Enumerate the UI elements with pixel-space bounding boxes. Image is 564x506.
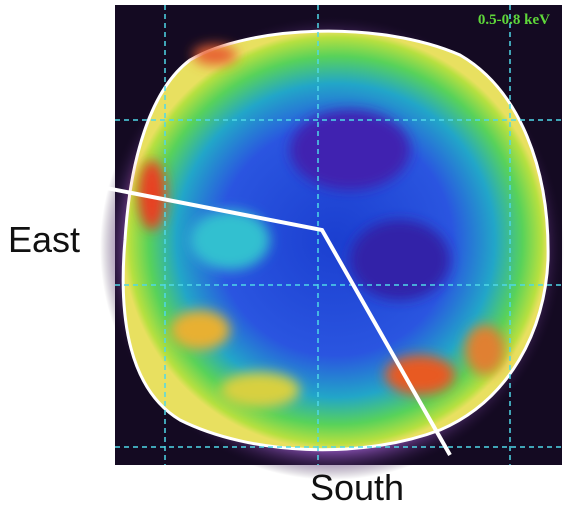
east-label: East	[8, 219, 80, 260]
page: 0.5-0.8 keV East South	[0, 0, 564, 506]
band-label: 0.5-0.8 keV	[478, 12, 550, 28]
xray-image: 0.5-0.8 keV East South	[0, 0, 564, 506]
south-label: South	[310, 467, 404, 506]
remnant	[123, 31, 548, 450]
